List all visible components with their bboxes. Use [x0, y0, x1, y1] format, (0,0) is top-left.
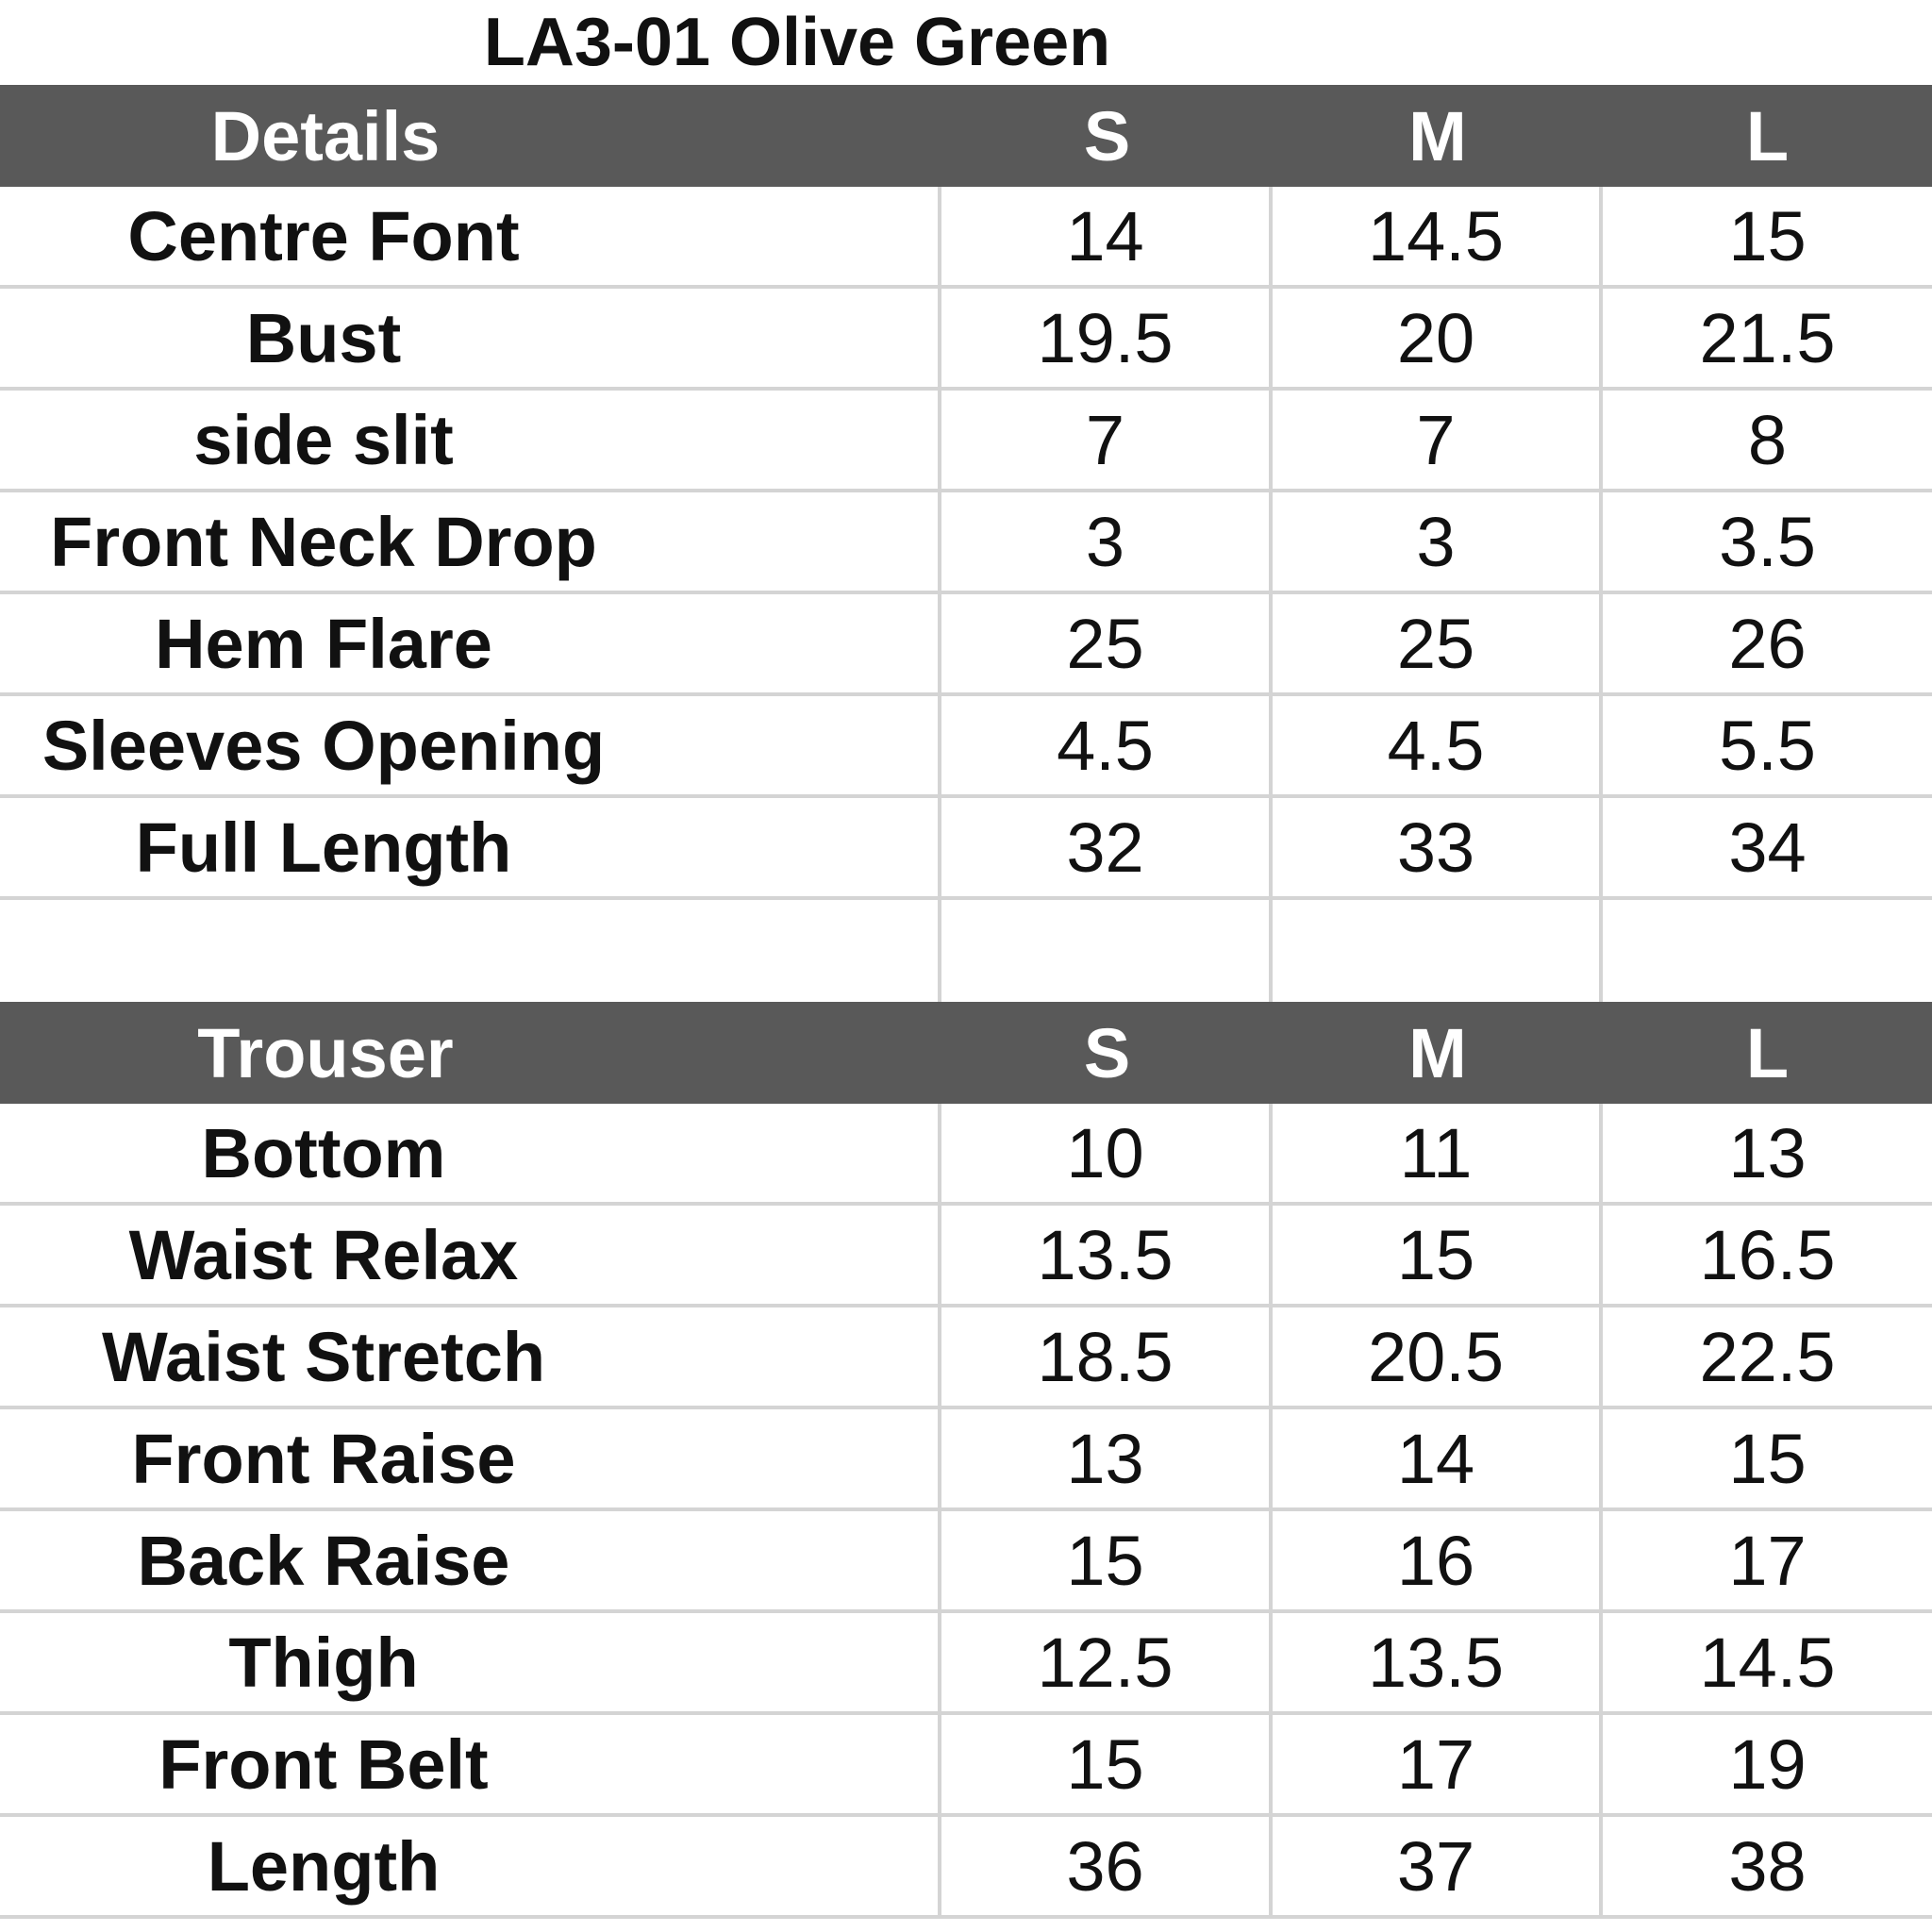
trouser-row-label-text: Waist Stretch	[101, 1317, 546, 1396]
trouser-cell-l: 19	[1603, 1715, 1932, 1817]
details-cell-s: 7	[941, 391, 1273, 492]
details-cell-s: 4.5	[941, 696, 1273, 798]
details-header-size-s: S	[941, 85, 1273, 187]
trouser-header-label: Trouser	[197, 1013, 454, 1092]
trouser-cell-l: 17	[1603, 1511, 1932, 1613]
trouser-row-label-text: Front Belt	[158, 1724, 489, 1804]
details-row-label: Sleeves Opening	[0, 696, 941, 798]
trouser-row-label-text: Front Raise	[131, 1419, 516, 1498]
trouser-header: Trouser	[0, 1002, 941, 1104]
details-row-label-text: side slit	[193, 400, 454, 479]
details-row-label: Centre Font	[0, 187, 941, 289]
trouser-cell-l: 16.5	[1603, 1206, 1932, 1307]
trouser-cell-m: 16	[1273, 1511, 1603, 1613]
trouser-cell-l: 13	[1603, 1104, 1932, 1206]
details-cell-s: 19.5	[941, 289, 1273, 391]
details-cell-l: 21.5	[1603, 289, 1932, 391]
details-cell-s: 32	[941, 798, 1273, 900]
details-cell-l: 3.5	[1603, 492, 1932, 594]
details-cell-m: 3	[1273, 492, 1603, 594]
spacer-cell	[1603, 900, 1932, 1002]
details-cell-l: 26	[1603, 594, 1932, 696]
trouser-cell-m: 13.5	[1273, 1613, 1603, 1715]
trouser-row-label-text: Waist Relax	[128, 1215, 519, 1294]
trouser-cell-m: 17	[1273, 1715, 1603, 1817]
details-row-label-text: Full Length	[135, 808, 512, 887]
trouser-cell-m: 14	[1273, 1409, 1603, 1511]
details-cell-s: 25	[941, 594, 1273, 696]
details-cell-m: 20	[1273, 289, 1603, 391]
spacer-cell	[0, 900, 941, 1002]
details-cell-m: 14.5	[1273, 187, 1603, 289]
trouser-header-size-s: S	[941, 1002, 1273, 1104]
trouser-row-label: Front Raise	[0, 1409, 941, 1511]
details-row-label: Hem Flare	[0, 594, 941, 696]
spacer-cell	[1273, 900, 1603, 1002]
trouser-cell-s: 18.5	[941, 1307, 1273, 1409]
trouser-cell-s: 36	[941, 1817, 1273, 1919]
details-row-label: Full Length	[0, 798, 941, 900]
trouser-row-label: Front Belt	[0, 1715, 941, 1817]
details-header-size-l: L	[1603, 85, 1932, 187]
details-row-label-text: Sleeves Opening	[42, 706, 606, 785]
trouser-row-label-text: Length	[207, 1826, 441, 1906]
trouser-row-label-text: Back Raise	[137, 1521, 510, 1600]
details-header-size-m: M	[1273, 85, 1603, 187]
details-row-label: side slit	[0, 391, 941, 492]
trouser-row-label: Waist Relax	[0, 1206, 941, 1307]
trouser-row-label: Back Raise	[0, 1511, 941, 1613]
trouser-cell-m: 11	[1273, 1104, 1603, 1206]
trouser-cell-l: 22.5	[1603, 1307, 1932, 1409]
trouser-row-label: Length	[0, 1817, 941, 1919]
page-title: LA3-01 Olive Green	[483, 5, 1111, 80]
details-cell-m: 25	[1273, 594, 1603, 696]
trouser-header-size-l: L	[1603, 1002, 1932, 1104]
details-cell-m: 7	[1273, 391, 1603, 492]
trouser-header-size-m: M	[1273, 1002, 1603, 1104]
trouser-cell-m: 20.5	[1273, 1307, 1603, 1409]
details-row-label: Front Neck Drop	[0, 492, 941, 594]
trouser-cell-s: 13	[941, 1409, 1273, 1511]
details-row-label-text: Front Neck Drop	[50, 502, 597, 581]
details-cell-l: 34	[1603, 798, 1932, 900]
size-chart-table: Details S M L Centre Font 14 14.5 15 Bus…	[0, 85, 1932, 1919]
trouser-row-label: Waist Stretch	[0, 1307, 941, 1409]
details-header-label: Details	[210, 96, 441, 175]
details-cell-s: 3	[941, 492, 1273, 594]
trouser-row-label: Thigh	[0, 1613, 941, 1715]
details-row-label-text: Bust	[245, 298, 402, 377]
trouser-cell-m: 15	[1273, 1206, 1603, 1307]
trouser-cell-s: 12.5	[941, 1613, 1273, 1715]
trouser-row-label-text: Bottom	[201, 1113, 446, 1192]
details-row-label-text: Centre Font	[127, 196, 520, 275]
details-cell-m: 33	[1273, 798, 1603, 900]
trouser-cell-m: 37	[1273, 1817, 1603, 1919]
details-header: Details	[0, 85, 941, 187]
details-cell-l: 8	[1603, 391, 1932, 492]
details-cell-l: 15	[1603, 187, 1932, 289]
trouser-cell-s: 15	[941, 1715, 1273, 1817]
trouser-row-label-text: Thigh	[228, 1623, 419, 1702]
trouser-cell-l: 15	[1603, 1409, 1932, 1511]
details-cell-l: 5.5	[1603, 696, 1932, 798]
trouser-cell-l: 14.5	[1603, 1613, 1932, 1715]
details-cell-m: 4.5	[1273, 696, 1603, 798]
trouser-cell-s: 10	[941, 1104, 1273, 1206]
details-row-label-text: Hem Flare	[155, 604, 492, 683]
details-cell-s: 14	[941, 187, 1273, 289]
trouser-row-label: Bottom	[0, 1104, 941, 1206]
trouser-cell-s: 13.5	[941, 1206, 1273, 1307]
details-row-label: Bust	[0, 289, 941, 391]
trouser-cell-l: 38	[1603, 1817, 1932, 1919]
trouser-cell-s: 15	[941, 1511, 1273, 1613]
spacer-cell	[941, 900, 1273, 1002]
